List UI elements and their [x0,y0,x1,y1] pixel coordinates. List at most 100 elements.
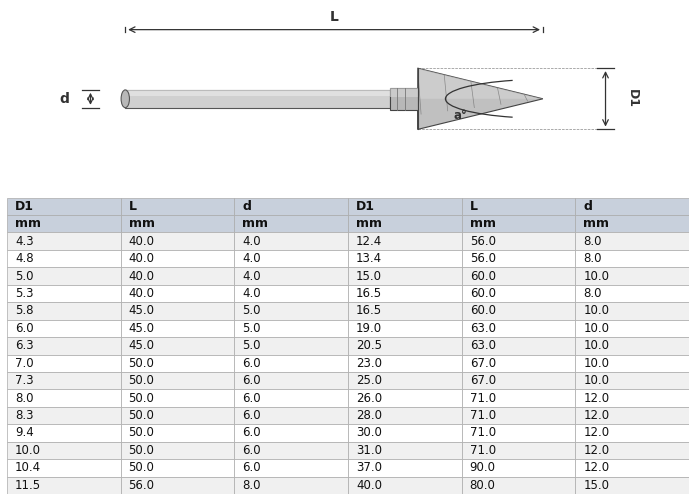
Text: 71.0: 71.0 [470,426,496,440]
Text: 4.3: 4.3 [15,235,33,247]
Bar [7,198,120,215]
Bar [235,320,348,337]
Text: 60.0: 60.0 [470,270,496,283]
Bar [576,285,689,302]
Bar [348,372,461,389]
Text: 5.8: 5.8 [15,304,33,318]
Text: 12.4: 12.4 [356,235,382,247]
Text: 4.0: 4.0 [242,287,261,300]
Bar [461,424,576,442]
Text: a°: a° [453,109,467,122]
Bar [348,407,461,424]
Text: 12.0: 12.0 [583,409,610,422]
Text: 71.0: 71.0 [470,444,496,457]
Bar [7,215,120,233]
Bar [576,337,689,355]
Text: 6.0: 6.0 [15,322,33,335]
Text: 56.0: 56.0 [129,479,155,492]
Text: L: L [330,10,338,24]
Bar [120,250,235,267]
Bar [235,302,348,320]
Bar [235,198,348,215]
Bar [120,407,235,424]
Bar [461,355,576,372]
Bar [120,233,235,250]
Text: 6.0: 6.0 [242,461,261,474]
Bar [461,320,576,337]
Bar [120,215,235,233]
Text: 20.5: 20.5 [356,339,382,352]
Bar [235,250,348,267]
Text: 12.0: 12.0 [583,444,610,457]
Text: 56.0: 56.0 [470,235,496,247]
Bar [7,267,120,285]
Bar [461,372,576,389]
Bar [7,302,120,320]
Text: 5.3: 5.3 [15,287,33,300]
Bar [348,215,461,233]
Text: 8.3: 8.3 [15,409,33,422]
Text: D1: D1 [15,200,34,213]
Text: 50.0: 50.0 [129,444,155,457]
Bar [576,198,689,215]
Text: 6.0: 6.0 [242,357,261,370]
Bar [576,250,689,267]
Text: 16.5: 16.5 [356,304,382,318]
Bar [461,459,576,477]
Bar [461,337,576,355]
Text: mm: mm [583,217,609,230]
Bar [461,215,576,233]
Bar [461,442,576,459]
Bar [461,389,576,407]
Text: 8.0: 8.0 [583,235,602,247]
Text: mm: mm [470,217,496,230]
Text: 63.0: 63.0 [470,322,496,335]
Text: 5.0: 5.0 [15,270,33,283]
Bar [576,372,689,389]
Text: 45.0: 45.0 [129,322,155,335]
Bar [348,267,461,285]
Bar [7,389,120,407]
Bar [120,337,235,355]
Bar [7,250,120,267]
Text: 10.0: 10.0 [15,444,41,457]
Bar [461,250,576,267]
Text: 40.0: 40.0 [129,270,155,283]
Bar [576,389,689,407]
Bar [120,424,235,442]
Text: 50.0: 50.0 [129,392,155,405]
Text: 60.0: 60.0 [470,287,496,300]
Bar [461,302,576,320]
Bar [348,233,461,250]
Text: 12.0: 12.0 [583,426,610,440]
Text: 13.4: 13.4 [356,252,382,265]
Text: L: L [470,200,477,213]
Bar [235,355,348,372]
Bar [576,233,689,250]
Text: 10.0: 10.0 [583,339,609,352]
Text: 4.0: 4.0 [242,252,261,265]
Bar [348,250,461,267]
Bar [120,198,235,215]
Text: mm: mm [15,217,41,230]
Text: 12.0: 12.0 [583,392,610,405]
Text: 37.0: 37.0 [356,461,382,474]
Text: 6.0: 6.0 [242,444,261,457]
Bar [7,285,120,302]
Bar [7,233,120,250]
Bar [235,337,348,355]
Text: 90.0: 90.0 [470,461,496,474]
Bar [348,477,461,494]
Bar [120,320,235,337]
Text: 5.0: 5.0 [242,339,261,352]
Bar [576,302,689,320]
Text: 45.0: 45.0 [129,304,155,318]
Text: 6.0: 6.0 [242,409,261,422]
Text: 7.3: 7.3 [15,374,33,387]
Text: 50.0: 50.0 [129,409,155,422]
Text: 8.0: 8.0 [583,252,602,265]
Bar [348,424,461,442]
Text: d: d [242,200,251,213]
Bar [348,355,461,372]
Bar [7,442,120,459]
